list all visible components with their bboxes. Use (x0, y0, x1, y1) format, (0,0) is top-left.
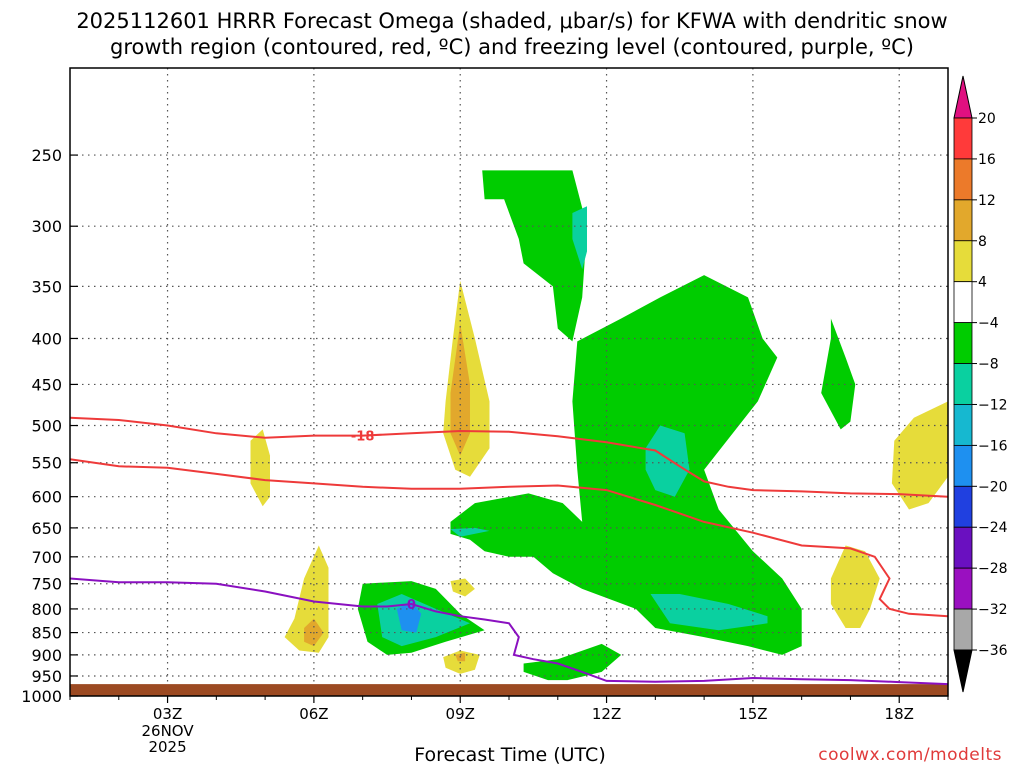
omega-region-7 (645, 425, 690, 497)
ground-fill (70, 684, 948, 696)
y-tick-label-900: 900 (31, 646, 62, 665)
colorbar-label-11: −24 (978, 520, 1008, 536)
y-tick-label-950: 950 (31, 667, 62, 686)
colorbar-label-7: −8 (978, 357, 999, 373)
omega-region-3 (523, 643, 622, 681)
y-tick-label-600: 600 (31, 488, 62, 507)
colorbar-label-9: −16 (978, 438, 1008, 454)
y-tick-label-700: 700 (31, 548, 62, 567)
omega-region-1 (482, 170, 587, 342)
colorbar-swatch-2 (953, 158, 973, 201)
colorbar-label-3: 12 (978, 193, 996, 209)
chart-title: 2025112601 HRRR Forecast Omega (shaded, … (0, 8, 1024, 60)
colorbar-swatch-11 (953, 526, 973, 569)
y-tick-label-650: 650 (31, 519, 62, 538)
y-tick-label-750: 750 (31, 575, 62, 594)
contour-label-2: 0 (407, 598, 416, 613)
colorbar-label-14: −36 (978, 643, 1008, 659)
contour-line-3 (69, 577, 949, 686)
x-tick-label-09Z: 09Z (446, 705, 475, 723)
colorbar-top-arrow (953, 75, 973, 119)
omega-region-6 (572, 206, 587, 270)
colorbar-label-8: −12 (978, 397, 1008, 413)
chart-title-line2: growth region (contoured, red, ºC) and f… (110, 35, 914, 59)
colorbar-label-4: 8 (978, 234, 987, 250)
y-tick-label-550: 550 (31, 454, 62, 473)
omega-region-2 (450, 275, 802, 655)
x-tick-label-18Z: 18Z (885, 705, 914, 723)
contour-line-2 (69, 458, 949, 618)
y-tick-label-1000: 1000 (21, 687, 62, 706)
colorbar-label-10: −20 (978, 479, 1008, 495)
y-tick-label-350: 350 (31, 277, 62, 296)
chart-title-line1: 2025112601 HRRR Forecast Omega (shaded, … (76, 9, 948, 33)
colorbar-swatch-1 (953, 117, 973, 160)
colorbar-label-12: −28 (978, 561, 1008, 577)
colorbar-label-6: −4 (978, 316, 999, 332)
colorbar-swatch-8 (953, 404, 973, 446)
x-tick-label-06Z: 06Z (299, 705, 328, 723)
colorbar-bottom-arrow (953, 649, 973, 693)
omega-region-13 (450, 323, 470, 456)
date-label-line-2: 2025 (148, 738, 186, 756)
omega-region-11 (396, 601, 422, 633)
y-tick-label-300: 300 (31, 217, 62, 236)
colorbar-swatch-5 (953, 281, 973, 324)
omega-region-9 (650, 594, 768, 631)
colorbar-label-2: 16 (978, 152, 996, 168)
colorbar-label-1: 20 (978, 111, 996, 127)
omega-region-5 (821, 318, 856, 430)
credit-text: coolwx.com/modelts (818, 745, 1002, 765)
colorbar-swatch-6 (953, 322, 973, 364)
y-tick-label-400: 400 (31, 329, 62, 348)
omega-region-17 (450, 578, 475, 597)
y-tick-label-850: 850 (31, 624, 62, 643)
y-tick-label-800: 800 (31, 600, 62, 619)
colorbar-label-13: −32 (978, 602, 1008, 618)
colorbar-swatch-4 (953, 240, 973, 283)
x-tick-label-03Z: 03Z (153, 705, 182, 723)
colorbar-swatch-10 (953, 485, 973, 528)
colorbar-swatch-12 (953, 567, 973, 610)
colorbar-swatch-3 (953, 199, 973, 242)
omega-region-20 (830, 545, 880, 628)
colorbar-swatch-13 (953, 608, 973, 651)
colorbar-swatch-9 (953, 444, 973, 487)
omega-region-18 (443, 650, 480, 674)
y-tick-label-450: 450 (31, 375, 62, 394)
y-tick-label-250: 250 (31, 146, 62, 165)
date-label-line-1: 26NOV (141, 722, 194, 740)
contour-line-1 (69, 416, 949, 498)
plot-background (70, 68, 948, 696)
omega-region-21 (891, 401, 948, 510)
x-axis-label: Forecast Time (UTC) (414, 744, 606, 766)
x-tick-label-15Z: 15Z (738, 705, 767, 723)
colorbar-swatch-7 (953, 363, 973, 405)
colorbar-label-5: 4 (978, 275, 987, 291)
omega-region-14 (250, 429, 270, 507)
x-tick-label-12Z: 12Z (592, 705, 621, 723)
y-tick-label-500: 500 (31, 417, 62, 436)
contour-label-1: -18 (351, 430, 375, 445)
